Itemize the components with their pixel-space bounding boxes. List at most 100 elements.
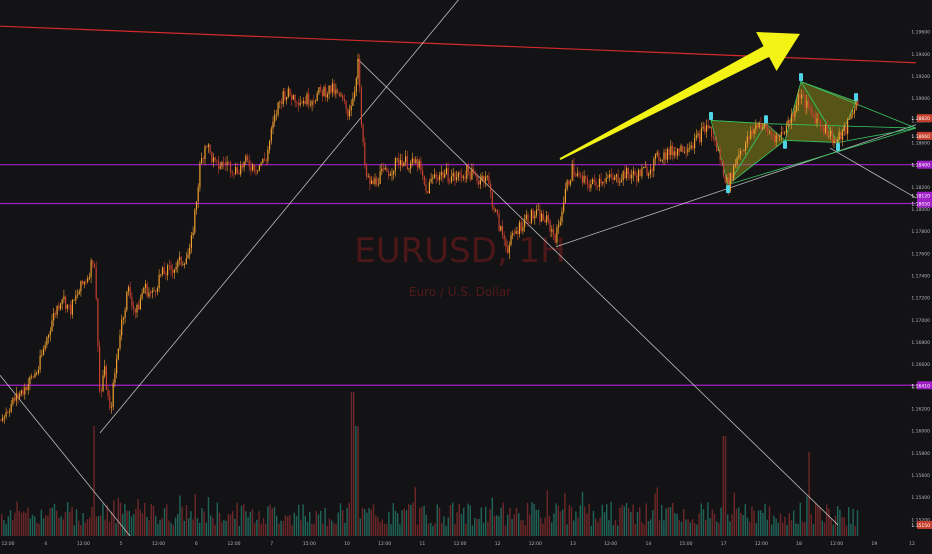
volume-bar [280,520,282,536]
candle-body [529,222,531,224]
candle-body [433,174,436,178]
volume-bar [141,513,144,536]
candle-body [473,168,475,174]
volume-bar [427,523,430,536]
volume-bar [359,518,361,536]
candle-body [277,102,279,115]
volume-bar [764,503,766,536]
candle-body [61,299,63,304]
time-tick-label: 12:00 [454,541,467,547]
volume-bar [47,515,49,536]
volume-bar [225,520,227,536]
candle-body [823,126,825,133]
candle-body [66,304,68,309]
volume-bar [7,516,9,536]
candle-body [802,94,804,96]
candle-body [199,163,201,188]
candle-body [445,168,447,174]
candle-body [304,100,306,105]
candle-body [763,123,765,128]
volume-bar [826,504,828,536]
pattern-point-marker [709,111,713,120]
time-axis[interactable]: 12:00 4 12:00 5 12:00 6 12:00 7 15:00 10 12:00 11 12… [0,536,932,550]
candle-body [593,179,595,182]
candle-body [343,98,345,101]
time-tick-label: 7 [270,541,273,547]
candle-body [576,173,578,177]
candle-body [195,201,198,210]
candle-body [216,159,218,161]
price-tick-label: 1.18000 [911,207,930,213]
candle-body [609,174,611,178]
volume-bar [548,515,551,536]
time-tick-label: 11 [419,541,425,547]
candle-body [571,164,573,181]
candle-body [354,91,356,98]
volume-bar [216,502,218,536]
price-tick-label: 1.19600 [911,30,930,36]
volume-bar [249,511,251,536]
candle-body [648,174,650,176]
candle-body [600,178,602,184]
volume-bar [152,506,155,536]
volume-bar [247,517,249,536]
volume-bar [335,523,337,536]
candle-body [784,132,786,134]
candle-body [280,101,283,105]
projection-arrow[interactable] [559,32,800,161]
candle-body [627,167,629,175]
volume-bar [430,522,432,536]
candle-body [614,176,616,180]
time-tick-label: 12:00 [830,541,843,547]
candle-body [365,165,368,177]
volume-bar [727,514,729,536]
trendline-drawings[interactable] [0,0,917,537]
volume-bar [188,518,190,536]
volume-bar [738,507,740,536]
volume-bar [590,525,592,536]
volume-bar [326,525,328,536]
volume-bar [185,505,188,536]
candle-body [818,118,820,121]
candle-body [507,247,509,253]
volume-bar [709,518,711,536]
volume-bar [661,504,663,536]
candle-body [624,171,626,179]
volume-bar [51,507,53,536]
volume-bar [568,505,570,536]
candle-body [649,169,651,175]
candle-body [816,118,818,124]
volume-bar [852,508,854,536]
candle-body [124,310,126,318]
candle-body [347,108,349,117]
volume-bar [95,516,97,536]
volume-bar [731,514,733,536]
candle-body [792,114,794,117]
candle-body [337,89,339,93]
volume-bar [251,509,254,536]
volume-bar [300,520,302,536]
candle-body [27,383,29,391]
price-axis[interactable]: 1.196001.194001.192001.190001.188001.186… [911,0,932,550]
candle-body [830,131,832,136]
volume-bar [425,514,427,536]
candle-body [762,127,764,130]
volume-bar [438,507,441,536]
candle-body [308,93,310,105]
candle-body [189,247,191,255]
volume-bar [531,502,533,536]
volume-bar [298,504,300,536]
candle-body [654,154,657,159]
candle-body [355,78,357,92]
volume-bar [443,516,445,536]
candle-body [36,373,38,374]
candle-body [697,133,699,136]
candle-body [442,172,444,178]
volume-bar [755,523,757,536]
candle-body [257,170,259,172]
volume-bar [478,518,480,536]
candle-body [780,132,782,137]
volume-bar [128,510,130,536]
